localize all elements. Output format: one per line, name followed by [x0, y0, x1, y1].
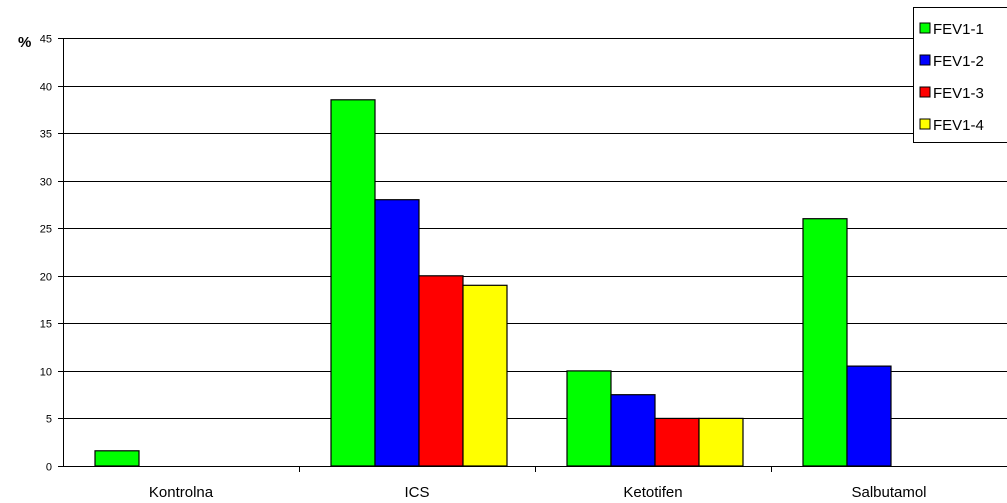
y-tick-label: 15	[40, 319, 52, 331]
legend-swatch	[919, 22, 931, 34]
legend-label: FEV1-2	[933, 53, 984, 70]
bar-fev1-2-salbutamol	[846, 365, 892, 467]
y-tick-label: 10	[40, 367, 52, 379]
legend-label: FEV1-4	[933, 117, 984, 134]
legend-label: FEV1-1	[933, 21, 984, 38]
bar-fev1-1-salbutamol	[802, 218, 848, 467]
x-axis-categories: Kontrolna ICS Ketotifen Salbutamol	[149, 466, 927, 501]
y-tick-label: 30	[40, 177, 52, 189]
bar-fev1-4-ics	[462, 284, 508, 467]
y-axis-label: %	[18, 34, 31, 51]
bar-fev1-1-ics	[330, 99, 376, 467]
x-category-label: ICS	[404, 484, 429, 501]
y-tick-label: 5	[46, 414, 52, 426]
legend: FEV1-1 FEV1-2 FEV1-3 FEV1-4	[913, 7, 1007, 143]
bar-fev1-3-ketotifen	[654, 417, 700, 467]
legend-swatch	[919, 54, 931, 66]
legend-label: FEV1-3	[933, 85, 984, 102]
bar-fev1-3-ics	[418, 275, 464, 467]
y-tick-label: 45	[40, 34, 52, 46]
bar-fev1-1-ketotifen	[566, 370, 612, 467]
y-tick-label: 40	[40, 82, 52, 94]
y-tick-label: 35	[40, 129, 52, 141]
bars	[94, 99, 892, 467]
gridlines	[63, 38, 1007, 419]
x-category-label: Kontrolna	[149, 484, 214, 501]
y-tick-label: 20	[40, 272, 52, 284]
y-tick-label: 0	[46, 462, 52, 474]
x-category-label: Salbutamol	[851, 484, 926, 501]
y-tick-label: 25	[40, 224, 52, 236]
bar-fev1-2-ics	[374, 199, 420, 467]
y-axis-ticks: 0 5 10 15 20 25 30 35 40 45	[40, 34, 63, 474]
bar-fev1-1-kontrolna	[94, 450, 140, 467]
x-category-label: Ketotifen	[623, 484, 682, 501]
bar-fev1-2-ketotifen	[610, 394, 656, 467]
legend-swatch	[919, 86, 931, 98]
bar-fev1-4-ketotifen	[698, 417, 744, 467]
legend-swatch	[919, 118, 931, 130]
